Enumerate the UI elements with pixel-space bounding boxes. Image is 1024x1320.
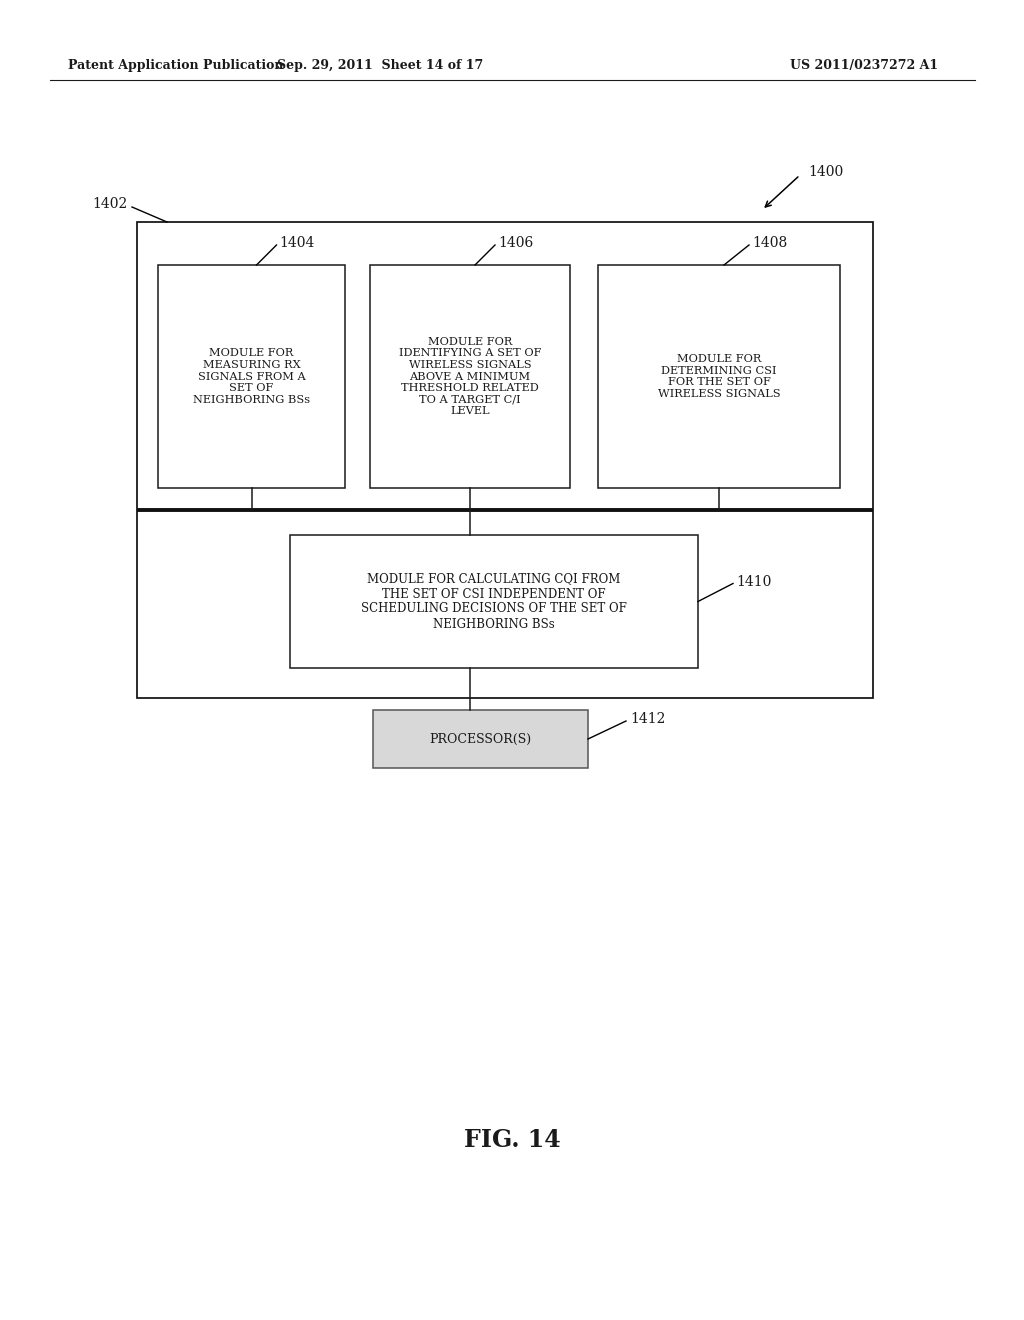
Text: MODULE FOR CALCULATING CQI FROM
THE SET OF CSI INDEPENDENT OF
SCHEDULING DECISIO: MODULE FOR CALCULATING CQI FROM THE SET … xyxy=(361,573,627,631)
Text: FIG. 14: FIG. 14 xyxy=(464,1129,560,1152)
Text: PROCESSOR(S): PROCESSOR(S) xyxy=(429,733,531,746)
Text: MODULE FOR
MEASURING RX
SIGNALS FROM A
SET OF
NEIGHBORING BSs: MODULE FOR MEASURING RX SIGNALS FROM A S… xyxy=(193,348,310,405)
Text: Patent Application Publication: Patent Application Publication xyxy=(68,58,284,71)
Text: MODULE FOR
DETERMINING CSI
FOR THE SET OF
WIRELESS SIGNALS: MODULE FOR DETERMINING CSI FOR THE SET O… xyxy=(657,354,780,399)
Text: 1404: 1404 xyxy=(280,236,314,249)
Bar xyxy=(137,222,873,698)
Text: 1400: 1400 xyxy=(808,165,843,180)
Text: 1402: 1402 xyxy=(93,197,128,211)
Bar xyxy=(158,265,345,488)
Text: 1406: 1406 xyxy=(498,236,534,249)
Bar xyxy=(373,710,588,768)
Bar xyxy=(370,265,570,488)
Text: MODULE FOR
IDENTIFYING A SET OF
WIRELESS SIGNALS
ABOVE A MINIMUM
THRESHOLD RELAT: MODULE FOR IDENTIFYING A SET OF WIRELESS… xyxy=(398,337,542,416)
Text: 1408: 1408 xyxy=(752,236,787,249)
Text: 1410: 1410 xyxy=(736,574,771,589)
Text: 1412: 1412 xyxy=(630,711,666,726)
Bar xyxy=(598,265,840,488)
Text: Sep. 29, 2011  Sheet 14 of 17: Sep. 29, 2011 Sheet 14 of 17 xyxy=(276,58,483,71)
Bar xyxy=(290,535,698,668)
Text: US 2011/0237272 A1: US 2011/0237272 A1 xyxy=(790,58,938,71)
